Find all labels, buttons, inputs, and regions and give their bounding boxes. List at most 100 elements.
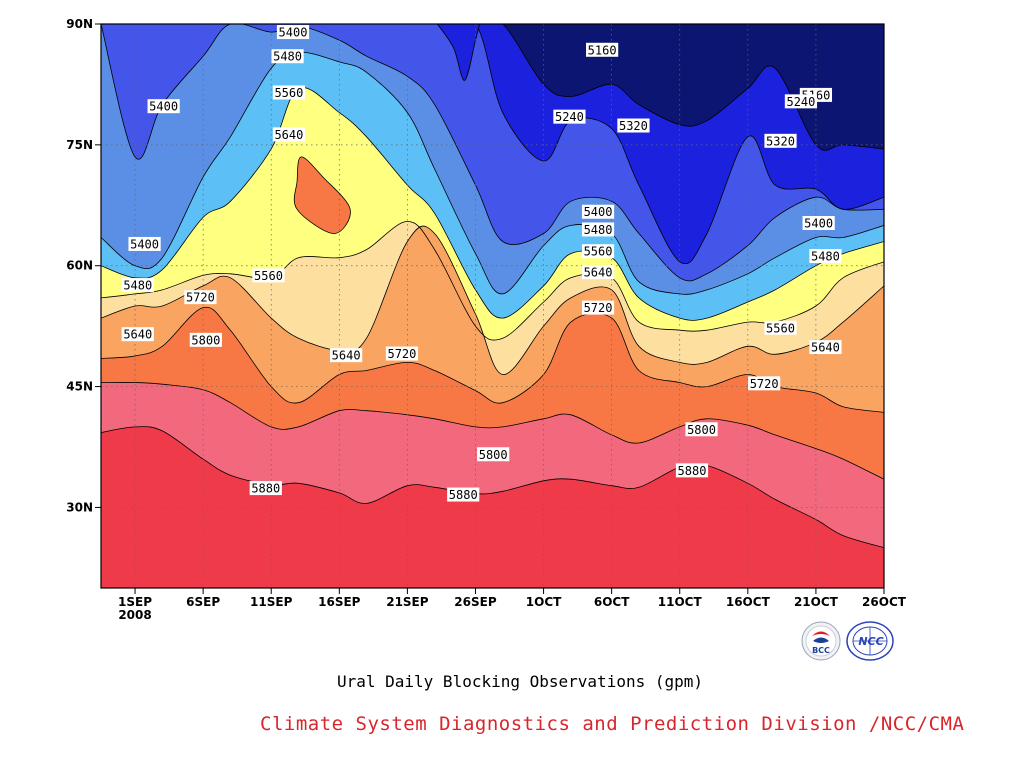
contour-label: 5400 [804, 217, 833, 231]
contour-label: 5480 [584, 223, 613, 237]
contour-label-box [553, 109, 586, 124]
contour-label-box [581, 300, 615, 315]
contour-label: 5640 [584, 266, 613, 280]
contour-label: 5560 [254, 269, 283, 283]
x-tick-label: 11SEP [250, 595, 293, 609]
contour-label-box [271, 49, 304, 64]
contour-label: 5560 [274, 86, 303, 100]
contour-label: 5400 [279, 26, 308, 40]
contour-fill-layer [101, 24, 884, 588]
contour-label-box [249, 481, 282, 496]
contour-line-5640 [101, 225, 884, 375]
axis-layer: 1SEP 6SEP 11SEP 16SEP 21SEP 26SEP 1OCT 6OCT 11OC… [66, 17, 907, 622]
contour-label-box [272, 127, 306, 142]
contour-label-box [617, 118, 650, 133]
y-tick-label: 45N [66, 380, 93, 394]
contour-label: 5400 [584, 205, 613, 219]
contour-line-5320 [101, 24, 884, 282]
bcc-logo: BCC [801, 621, 841, 661]
contour-line-5480 [101, 87, 884, 321]
x-tick-label: 6SEP [186, 595, 220, 609]
contour-label-box [447, 487, 480, 502]
contour-label: 5720 [186, 291, 215, 305]
contour-line-5160 [101, 24, 884, 151]
contour-label: 5160 [588, 43, 617, 57]
contour-label: 5560 [766, 321, 795, 335]
contour-label: 5400 [130, 237, 159, 251]
contour-label-box [685, 422, 718, 437]
x-tick-label: 16SEP [318, 595, 361, 609]
credit-line: Climate System Diagnostics and Predictio… [260, 713, 965, 735]
x-tick-label: 11OCT [658, 595, 703, 609]
contour-label-box [809, 340, 842, 355]
contour-label-box [581, 244, 615, 259]
x-year-label: 2008 [118, 608, 151, 622]
plot-frame [100, 23, 885, 589]
x-tick-label: 16OCT [726, 595, 771, 609]
contour-line-5400 [101, 51, 884, 295]
contour-label-box [147, 99, 180, 114]
x-tick-label: 21SEP [386, 595, 429, 609]
contour-label: 5880 [449, 488, 478, 502]
contour-label-box [784, 94, 818, 109]
contour-label-box [252, 268, 285, 283]
contour-label: 5640 [274, 128, 303, 142]
contour-label-box [764, 133, 797, 148]
contour-line-5560 [101, 220, 884, 341]
contour-label: 5400 [149, 100, 178, 114]
x-tick-label: 6OCT [594, 595, 630, 609]
ncc-logo-text: NCC [858, 635, 883, 648]
contour-label: 5720 [750, 377, 779, 391]
contour-label: 5800 [479, 448, 508, 462]
bcc-logo-text: BCC [812, 646, 830, 655]
contour-label: 5560 [584, 245, 613, 259]
x-tick-label: 26SEP [454, 595, 497, 609]
contour-label: 5320 [619, 119, 648, 133]
x-tick-label: 1OCT [526, 595, 562, 609]
contour-label: 5240 [555, 110, 584, 124]
contour-label-box [385, 346, 419, 361]
contour-label: 5240 [786, 95, 815, 109]
x-tick-label: 21OCT [794, 595, 839, 609]
contour-label-box [477, 447, 510, 462]
contour-label-box [581, 222, 615, 237]
contour-line-5240 [101, 24, 884, 265]
contour-label: 5720 [387, 347, 416, 361]
contour-label-box [121, 327, 154, 342]
y-tick-label: 90N [66, 17, 93, 31]
contour-label: 5880 [251, 482, 280, 496]
contour-label-box [581, 265, 615, 280]
contour-label-box [184, 290, 217, 305]
contour-label-box [802, 216, 835, 231]
y-tick-label: 75N [66, 138, 93, 152]
contour-label: 5640 [811, 341, 840, 355]
contour-label: 5480 [811, 250, 840, 264]
contour-label: 5320 [766, 134, 795, 148]
contour-label-box [748, 376, 781, 391]
closed-contour-5720 [293, 156, 351, 234]
contour-label: 5480 [123, 279, 152, 293]
contour-label-layer: 5400548055605640540051605240532051605240… [121, 25, 842, 502]
contour-label: 5640 [332, 349, 361, 363]
contour-label: 5480 [273, 50, 302, 64]
contour-label: 5800 [687, 423, 716, 437]
contour-line-5800 [101, 382, 884, 480]
contour-label-box [586, 42, 619, 57]
y-tick-label: 60N [66, 259, 93, 273]
contour-label-box [809, 249, 842, 264]
contour-label: 5640 [123, 328, 152, 342]
contour-line-5880 [101, 426, 884, 549]
ncc-logo: NCC [845, 621, 895, 661]
contour-label-box [121, 278, 154, 293]
contour-label-box [189, 332, 222, 347]
contour-label-box [272, 85, 306, 100]
contour-line-5720 [101, 306, 884, 413]
chart-title: Ural Daily Blocking Observations (gpm) [336, 672, 704, 691]
x-tick-label: 1SEP [118, 595, 152, 609]
contour-notch-5240 [436, 24, 481, 81]
contour-line-layer [101, 24, 884, 549]
contour-label-box [764, 320, 797, 335]
contour-label-box [128, 236, 161, 251]
contour-label-box [675, 463, 709, 478]
